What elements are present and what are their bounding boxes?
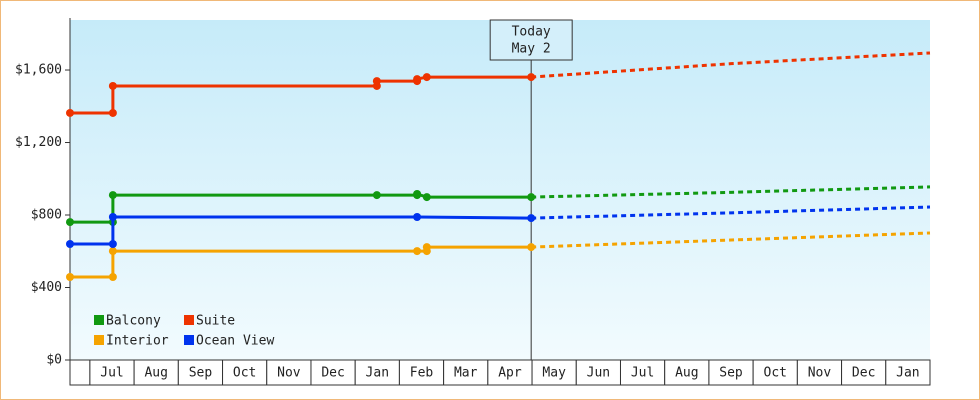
y-tick-label: $0 (46, 353, 62, 368)
price-point (66, 272, 74, 281)
x-tick-label: Jan (896, 366, 919, 381)
forecast-line (531, 185, 931, 199)
today-box (489, 19, 573, 61)
x-tick-cell (664, 359, 710, 386)
x-tick-label: Dec (321, 366, 344, 381)
price-point (527, 193, 536, 202)
x-tick-label: Jun (587, 366, 610, 381)
y-tick-label: $400 (31, 280, 62, 295)
x-tick-cell (575, 359, 621, 386)
forecast-line (531, 231, 931, 249)
x-tick-label: Oct (233, 366, 256, 381)
x-tick-label: Sep (189, 366, 213, 381)
forecast-line (531, 205, 931, 220)
price-point (66, 108, 74, 117)
legend-label: Suite (196, 314, 235, 329)
price-point (422, 243, 431, 252)
price-point (108, 191, 117, 200)
x-tick-label: Apr (498, 366, 522, 381)
x-axis-cell (69, 359, 91, 386)
price-point (108, 247, 117, 256)
legend-swatch (94, 315, 104, 325)
price-point (413, 189, 422, 198)
price-point (108, 240, 117, 249)
x-tick-cell (708, 359, 754, 386)
plot-area (70, 20, 930, 360)
x-tick-label: Oct (764, 366, 787, 381)
x-tick-label: Jan (366, 366, 389, 381)
x-tick-cell (133, 359, 179, 386)
x-tick-cell (841, 359, 887, 386)
x-tick-label: Aug (675, 366, 698, 381)
price-point (527, 214, 536, 223)
x-tick-label: Sep (719, 366, 743, 381)
price-point (413, 75, 422, 84)
price-point (413, 247, 422, 256)
price-point (422, 193, 431, 202)
x-tick-label: Mar (454, 366, 478, 381)
x-tick-label: May (542, 366, 566, 381)
price-point (108, 81, 117, 90)
x-tick-cell (885, 359, 931, 386)
x-tick-label: Feb (410, 366, 434, 381)
price-point (413, 213, 422, 222)
forecast-line (531, 51, 931, 79)
x-tick-cell (487, 359, 533, 386)
price-point (66, 218, 74, 227)
y-tick-label: $1,200 (15, 135, 62, 150)
x-tick-label: Nov (808, 366, 832, 381)
x-tick-label: Nov (277, 366, 301, 381)
legend-label: Balcony (106, 314, 161, 329)
price-point (108, 108, 117, 117)
price-point (108, 272, 117, 281)
price-point (422, 73, 431, 82)
x-tick-label: Aug (144, 366, 167, 381)
today-label: May 2 (512, 42, 551, 57)
x-tick-cell (398, 359, 445, 386)
x-tick-label: Dec (852, 366, 875, 381)
legend-label: Ocean View (196, 334, 274, 349)
y-tick-label: $1,600 (15, 63, 62, 78)
price-point (66, 240, 74, 249)
x-tick-cell (222, 359, 268, 386)
x-tick-label: Jul (100, 366, 123, 381)
price-point (372, 77, 381, 86)
x-tick-label: Jul (631, 366, 654, 381)
legend-swatch (184, 335, 194, 345)
y-tick-label: $800 (31, 208, 62, 223)
price-point (527, 73, 536, 82)
legend-swatch (184, 315, 194, 325)
x-tick-cell (310, 359, 356, 386)
legend-label: Interior (106, 334, 169, 349)
price-point (372, 191, 381, 200)
today-label: Today (512, 25, 551, 40)
x-tick-cell (796, 359, 843, 386)
price-point (527, 243, 536, 252)
legend-swatch (94, 335, 104, 345)
price-point (108, 213, 117, 222)
